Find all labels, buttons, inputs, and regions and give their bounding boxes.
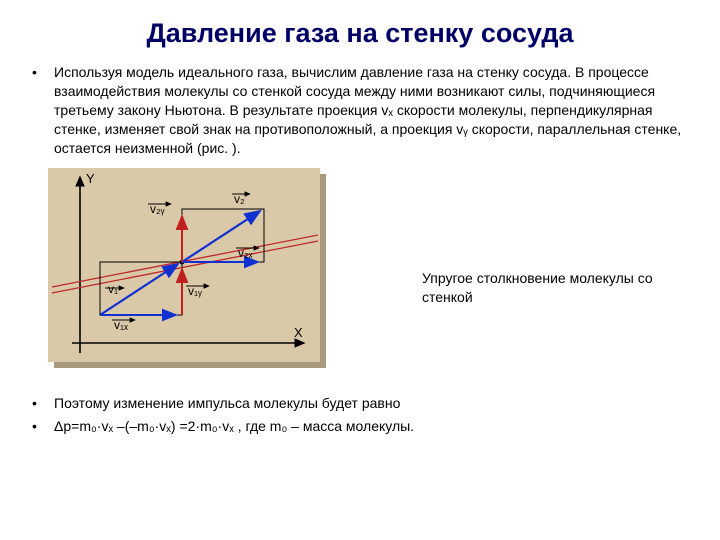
bullet-3: • Δp=m₀·vₓ –(–m₀·vₓ) =2·m₀·vₓ , где m₀ –… (32, 417, 688, 436)
v1-label: v₁ (108, 282, 118, 296)
diagram-row: Y X v₁ v₁ₓ v₁ᵧ v₂ v₂ₓ v₂ᵧ (32, 165, 688, 380)
paragraph-1: Используя модель идеального газа, вычисл… (54, 63, 688, 157)
bullet-dot: • (32, 417, 54, 436)
paragraph-3: Δp=m₀·vₓ –(–m₀·vₓ) =2·m₀·vₓ , где m₀ – м… (54, 417, 414, 436)
panel-bg (48, 168, 320, 362)
bullet-2: • Поэтому изменение импульса молекулы бу… (32, 394, 688, 413)
bullet-dot: • (32, 63, 54, 82)
paragraph-2: Поэтому изменение импульса молекулы буде… (54, 394, 400, 413)
collision-diagram: Y X v₁ v₁ₓ v₁ᵧ v₂ v₂ₓ v₂ᵧ (42, 165, 352, 380)
x-axis-label: X (294, 325, 303, 340)
page-title: Давление газа на стенку сосуда (32, 18, 688, 49)
y-axis-label: Y (86, 171, 95, 186)
bullet-dot: • (32, 394, 54, 413)
diagram-caption: Упругое столкновение молекулы со стенкой (422, 269, 688, 307)
bullet-1: • Используя модель идеального газа, вычи… (32, 63, 688, 157)
